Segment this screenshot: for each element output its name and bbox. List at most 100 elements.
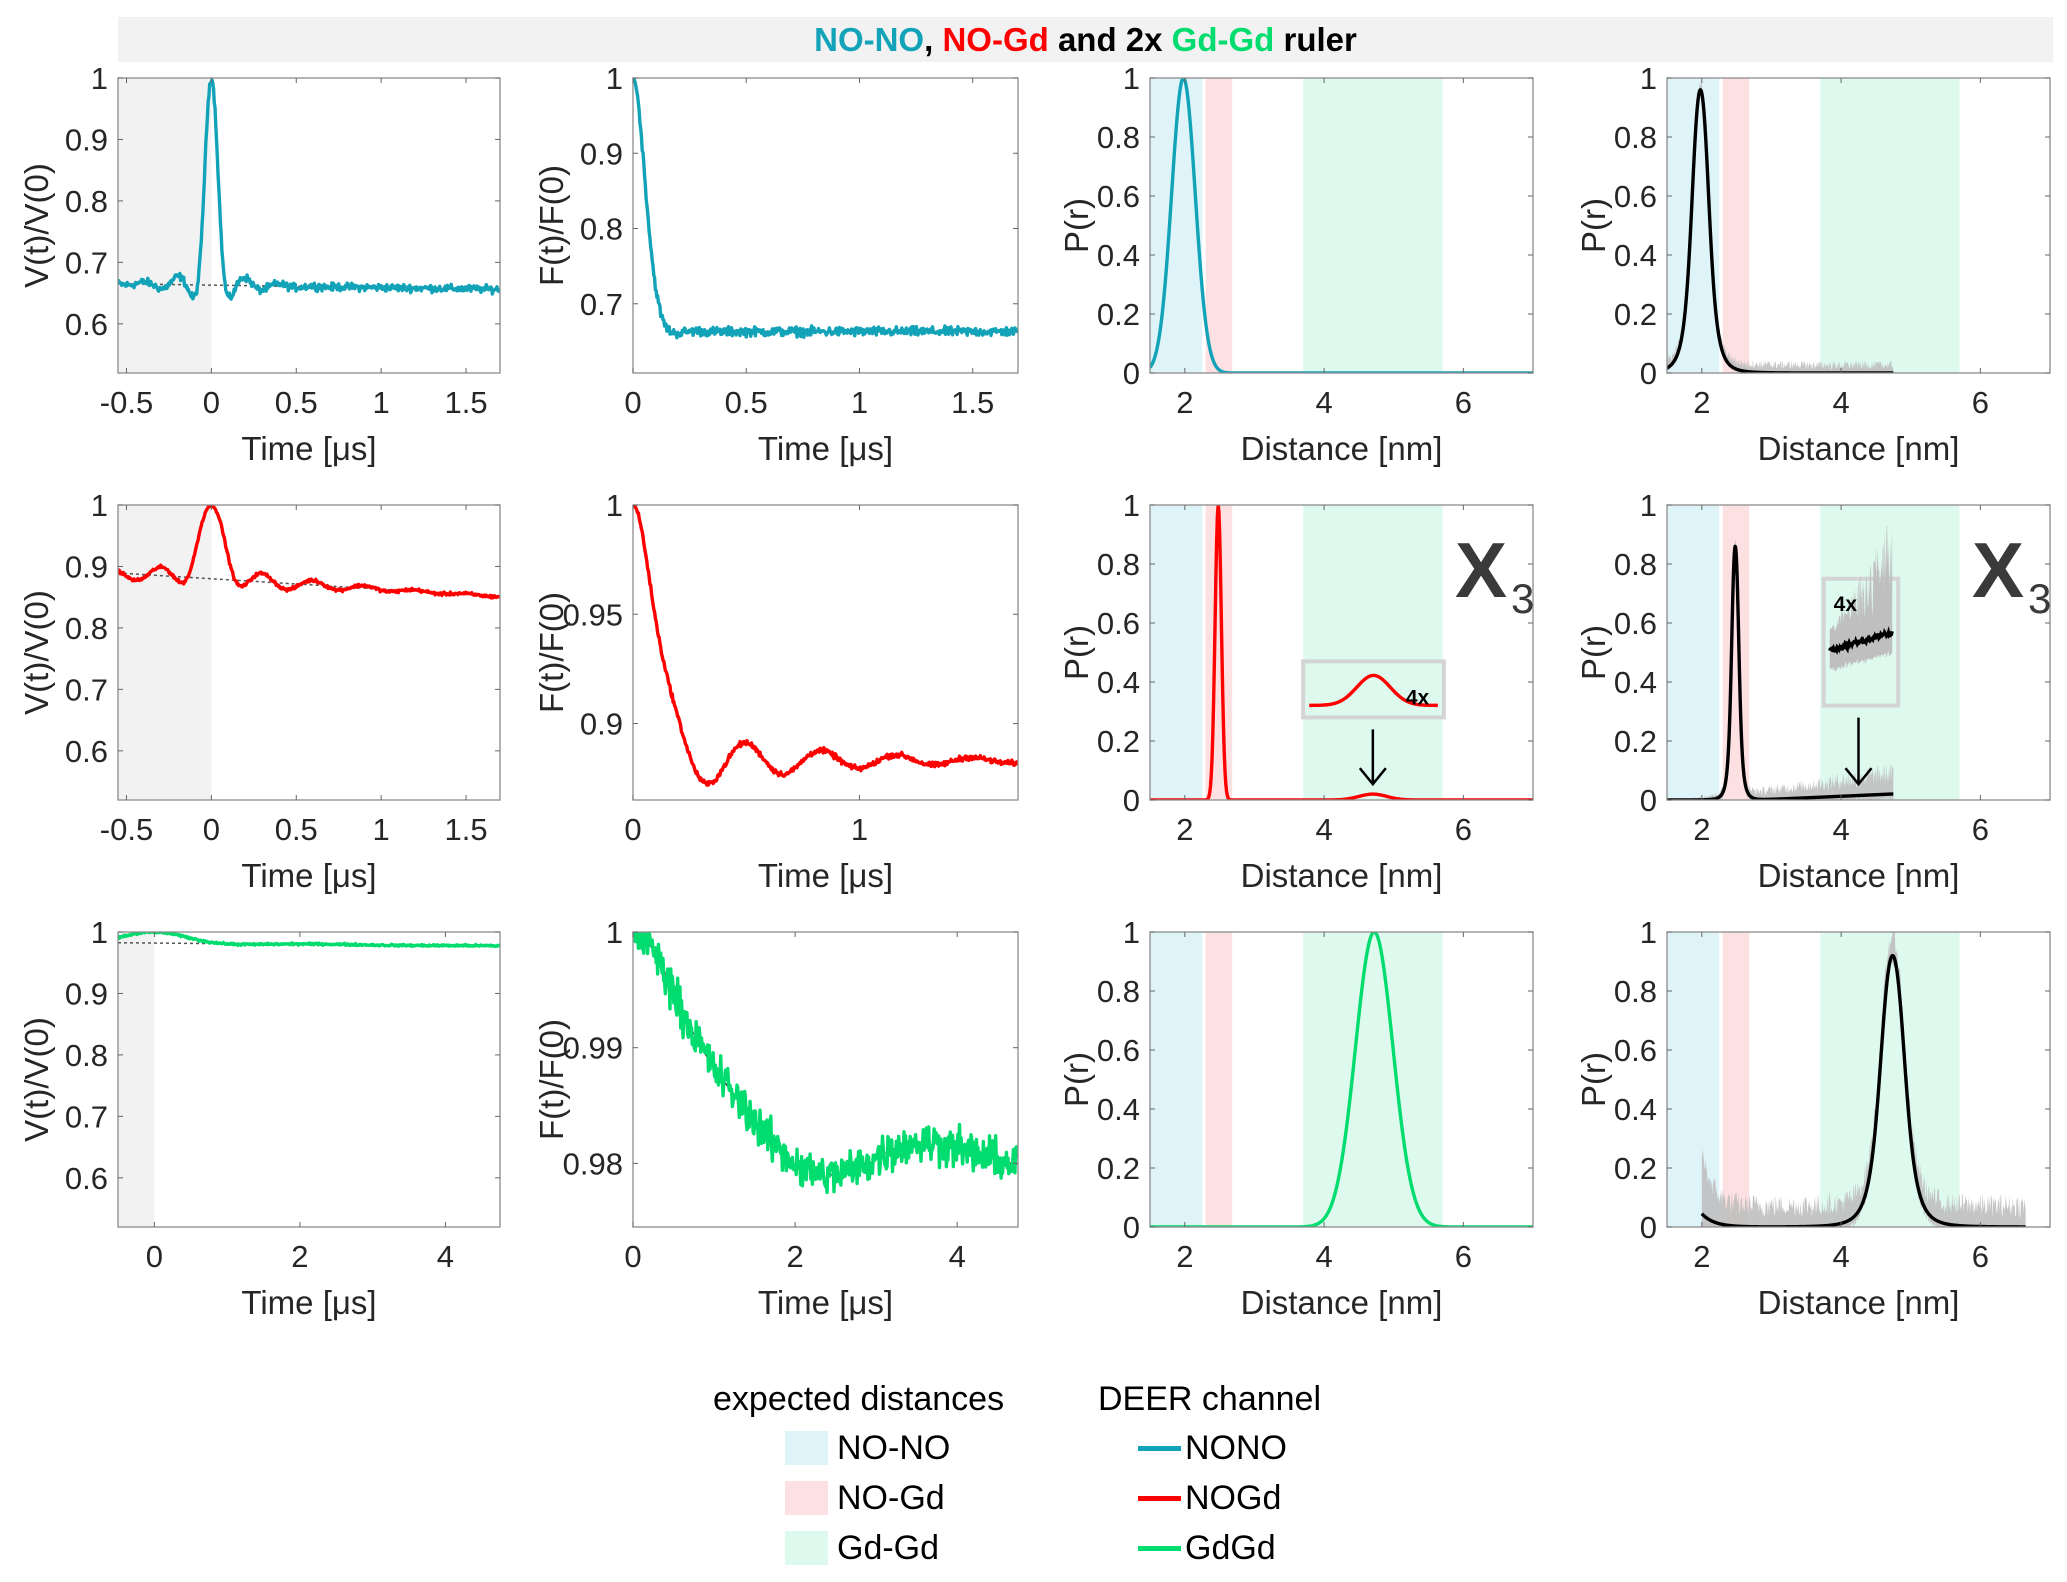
y-tick-label: 0.9	[65, 122, 108, 157]
x-tick-label: 0	[624, 1239, 641, 1274]
y-axis-label: F(t)/F(0)	[533, 592, 570, 713]
swatch-nono	[785, 1431, 828, 1465]
y-tick-label: 0.8	[1097, 974, 1140, 1009]
y-tick-label: 0.4	[1614, 238, 1657, 273]
x-axis-label: Distance [nm]	[1758, 430, 1960, 467]
y-tick-label: 0.6	[1097, 606, 1140, 641]
x-tick-label: 4	[1315, 1239, 1332, 1274]
y-tick-label: 1	[1640, 488, 1657, 523]
y-tick-label: 0.2	[1614, 1151, 1657, 1186]
x-tick-label: 1.5	[444, 385, 487, 420]
uncertainty-band	[1667, 539, 1894, 800]
axes-box	[1666, 931, 2051, 1228]
x-tick-label: 0	[624, 812, 641, 847]
expected-band-nogd	[1205, 932, 1233, 1227]
y-tick-label: 0.4	[1097, 238, 1140, 273]
y-tick-label: 1	[1640, 61, 1657, 96]
y-tick-label: 0.6	[1097, 179, 1140, 214]
y-tick-label: 0.8	[1614, 974, 1657, 1009]
plot-area	[1150, 78, 1533, 373]
y-tick-label: 1	[91, 915, 108, 950]
x-tick-label: 2	[1693, 385, 1710, 420]
y-tick-label: 0.9	[65, 976, 108, 1011]
x-tick-label: 6	[1972, 812, 1989, 847]
plot-area	[633, 932, 1018, 1195]
y-tick-label: 0.2	[1097, 724, 1140, 759]
legend-item-nono-band: NO-NO	[785, 1423, 1004, 1473]
y-tick-label: 0.95	[563, 597, 623, 632]
form-factor-fit-line	[633, 505, 1018, 785]
legend-label: NO-Gd	[837, 1478, 945, 1517]
y-tick-label: 0.9	[580, 136, 623, 171]
legend-channel-title: DEER channel	[1098, 1380, 1322, 1418]
arrow-down-icon	[1358, 767, 1387, 787]
line-swatch-nogd	[1138, 1495, 1181, 1501]
x-tick-label: 4	[949, 1239, 966, 1274]
x-tick-label: 0	[203, 812, 220, 847]
y-tick-label: 0.8	[1097, 547, 1140, 582]
y-axis-label: P(r)	[1575, 198, 1612, 253]
legend-label: NOGd	[1185, 1478, 1282, 1517]
legend-label: NO-NO	[837, 1428, 951, 1467]
subplot-r1c2: 0 0.5 1 1.5 0.7 0.8 0.9 1 Time [μs] F(t)/F(0)	[533, 61, 1019, 467]
data-line-nogd	[633, 505, 1018, 787]
expected-band-nono	[1667, 505, 1720, 800]
pretrigger-shade	[118, 932, 155, 1227]
y-tick-label: 0.4	[1097, 665, 1140, 700]
x-tick-label: 0.5	[725, 385, 768, 420]
x-tick-label: 4	[437, 1239, 454, 1274]
x-tick-label: 4	[1832, 385, 1849, 420]
y-tick-label: 0.6	[1097, 1033, 1140, 1068]
subplot-r2c4: 2 4 6 0 0.2 0.4 0.6 0.8 1 Distance [nm] P(r) X 3 4x	[1575, 488, 2051, 894]
inset-line	[1828, 626, 1894, 655]
y-tick-label: 0.7	[65, 1099, 108, 1134]
y-tick-label: 0.4	[1614, 665, 1657, 700]
title-part-gdgd: Gd-Gd	[1171, 20, 1275, 58]
expected-band-nogd	[1722, 78, 1750, 373]
x-tick-label: 6	[1455, 385, 1472, 420]
x-axis-label: Time [μs]	[758, 1284, 893, 1321]
x-tick-label: 2	[1693, 1239, 1710, 1274]
x-tick-label: 1	[851, 385, 868, 420]
data-line-nono	[633, 78, 1018, 340]
data-line-gdgd	[633, 932, 1018, 1195]
y-tick-label: 1	[606, 61, 623, 96]
x-axis-label: Time [μs]	[758, 857, 893, 894]
axes-box	[1666, 77, 2051, 374]
legend-label: Gd-Gd	[837, 1528, 940, 1567]
y-axis-label: V(t)/V(0)	[18, 590, 55, 715]
inset-zoom-label: 4x	[1834, 593, 1858, 616]
x-axis-label: Distance [nm]	[1241, 430, 1443, 467]
legend-expected-distances: expected distances NO-NO NO-Gd Gd-Gd	[713, 1375, 1004, 1573]
y-axis-label: P(r)	[1575, 625, 1612, 680]
y-tick-label: 0.2	[1614, 724, 1657, 759]
y-tick-label: 0.4	[1614, 1092, 1657, 1127]
line-swatch-gdgd	[1138, 1545, 1181, 1551]
y-axis-label: F(t)/F(0)	[533, 165, 570, 286]
expected-band-gdgd	[1303, 932, 1443, 1227]
expected-band-gdgd	[1303, 78, 1443, 373]
plot-area	[633, 505, 1018, 787]
x-tick-label: 0	[146, 1239, 163, 1274]
data-line-gdgd	[118, 932, 500, 949]
y-axis-label: V(t)/V(0)	[18, 163, 55, 288]
x-tick-label: 0	[203, 385, 220, 420]
x-tick-label: 6	[1972, 1239, 1989, 1274]
y-axis-label: F(t)/F(0)	[533, 1019, 570, 1140]
axes-box	[1149, 77, 1534, 374]
x-tick-label: 6	[1972, 385, 1989, 420]
x-tick-label: 4	[1832, 812, 1849, 847]
inset-box	[1301, 659, 1446, 720]
pretrigger-shade	[118, 78, 212, 373]
subplot-r3c2: 0 2 4 0.98 0.99 1 Time [μs] F(t)/F(0)	[533, 915, 1019, 1321]
x-tick-label: 2	[786, 1239, 803, 1274]
y-tick-label: 0.2	[1614, 297, 1657, 332]
expected-band-nono	[1150, 932, 1203, 1227]
subplot-r3c4: 2 4 6 0 0.2 0.4 0.6 0.8 1 Distance [nm] P(r)	[1575, 915, 2051, 1321]
plot-area	[118, 78, 500, 373]
y-tick-label: 0.8	[1614, 120, 1657, 155]
swatch-gdgd	[785, 1531, 828, 1565]
y-tick-label: 0.8	[1614, 547, 1657, 582]
axes-box	[117, 931, 501, 1228]
x-tick-label: 1.5	[951, 385, 994, 420]
